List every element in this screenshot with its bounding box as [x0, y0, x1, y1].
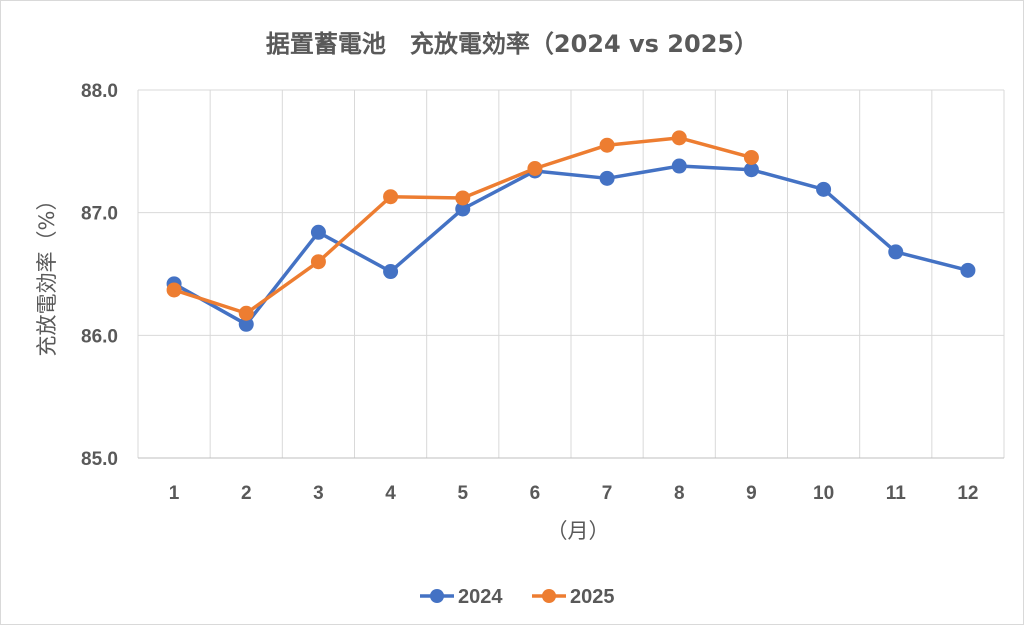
- x-tick-label: 11: [886, 483, 907, 504]
- x-tick-label: 3: [313, 483, 324, 504]
- y-tick-label: 87.0: [81, 204, 118, 225]
- legend-label-2025: 2025: [570, 586, 615, 608]
- series-2025: [166, 130, 759, 321]
- data-point-2024: [960, 262, 976, 278]
- data-point-2024: [383, 264, 399, 280]
- x-tick-label: 1: [169, 483, 180, 504]
- data-point-2025: [310, 254, 326, 270]
- data-point-2025: [599, 137, 615, 153]
- data-point-2024: [816, 181, 832, 197]
- data-point-2024: [310, 224, 326, 240]
- gridlines: [137, 89, 1005, 459]
- x-tick-label: 4: [385, 483, 396, 504]
- x-tick-label: 5: [457, 483, 468, 504]
- legend: 2024 2025: [420, 586, 615, 608]
- series-group: [166, 130, 976, 332]
- x-tick-label: 9: [746, 483, 757, 504]
- x-axis-title: （月）: [547, 519, 610, 543]
- data-point-2025: [166, 282, 182, 298]
- y-axis-ticks: 85.0 86.0 87.0 88.0: [81, 81, 118, 470]
- data-point-2025: [455, 190, 471, 206]
- data-point-2025: [238, 305, 254, 321]
- data-point-2024: [599, 170, 615, 186]
- y-tick-label: 85.0: [81, 449, 118, 470]
- y-axis-title: 充放電効率（%）: [35, 190, 59, 357]
- x-tick-label: 10: [813, 483, 834, 504]
- data-point-2024: [888, 244, 904, 260]
- series-line-2024: [172, 164, 970, 327]
- legend-marker-2025: [542, 589, 556, 603]
- x-axis-ticks: 1 2 3 4 5 6 7 8 9 10 11 12: [169, 483, 979, 504]
- y-tick-label: 88.0: [81, 81, 118, 102]
- x-tick-label: 7: [602, 483, 613, 504]
- legend-marker-2024: [430, 589, 444, 603]
- data-point-2024: [671, 158, 687, 174]
- data-point-2025: [383, 189, 399, 205]
- data-point-2025: [671, 130, 687, 146]
- x-tick-label: 12: [957, 483, 978, 504]
- y-tick-label: 86.0: [81, 326, 118, 347]
- data-point-2024: [743, 162, 759, 178]
- legend-label-2024: 2024: [458, 586, 503, 608]
- x-tick-label: 6: [530, 483, 541, 504]
- data-point-2025: [743, 149, 759, 165]
- chart-title: 据置蓄電池 充放電効率（2024 vs 2025）: [266, 30, 758, 58]
- x-tick-label: 2: [241, 483, 252, 504]
- series-line-2025: [172, 136, 754, 316]
- data-point-2024: [455, 201, 471, 217]
- x-tick-label: 8: [674, 483, 685, 504]
- data-point-2024: [238, 316, 254, 332]
- data-point-2025: [527, 161, 543, 177]
